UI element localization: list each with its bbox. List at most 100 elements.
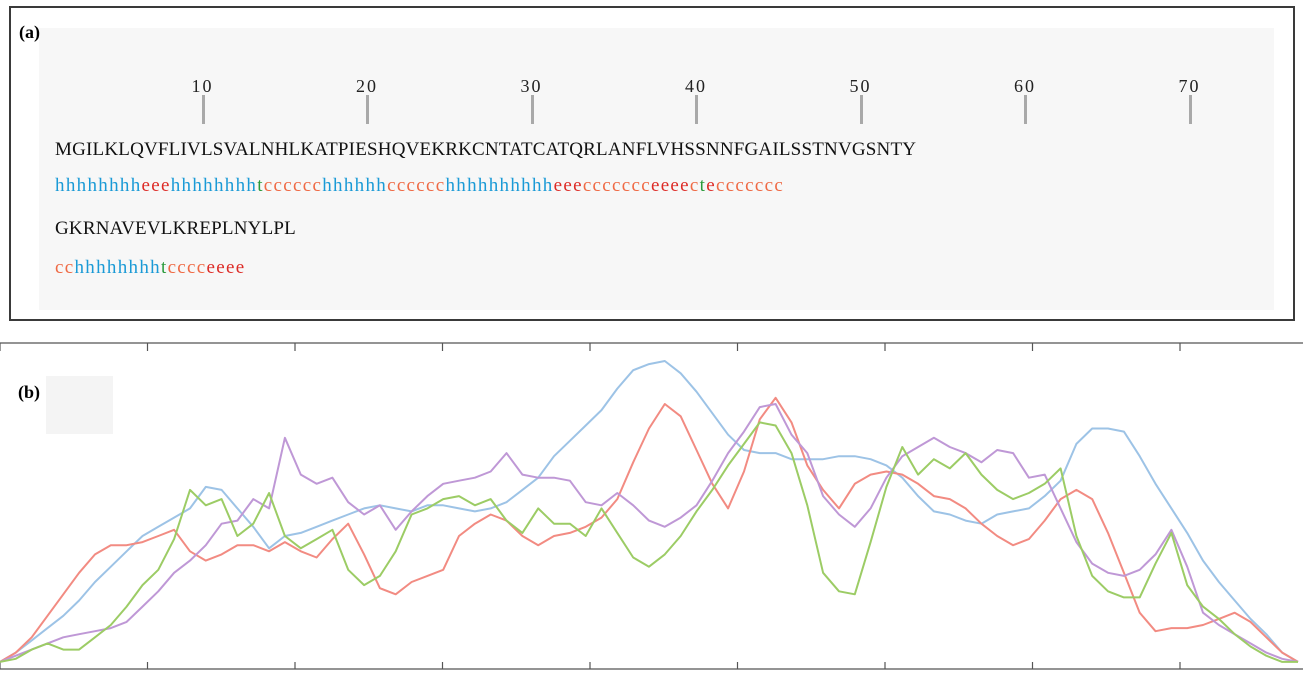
ss-c: c	[612, 175, 622, 196]
ss-e: e	[660, 175, 671, 196]
ss-h: h	[467, 175, 478, 196]
ss-h: h	[456, 175, 468, 196]
series-line-1	[0, 360, 1299, 663]
ss-e: e	[706, 175, 716, 196]
ss-c: c	[177, 257, 188, 278]
ruler-tick	[201, 95, 205, 124]
ss-c: c	[715, 175, 726, 196]
panel-a-background	[39, 28, 1274, 310]
ss-c: c	[187, 257, 197, 278]
ss-h: h	[85, 257, 97, 278]
ss-e: e	[225, 257, 236, 278]
ss-h: h	[109, 175, 120, 196]
ss-h: h	[170, 175, 182, 196]
ss-c: c	[196, 257, 207, 278]
ruler-label: 40	[685, 76, 707, 96]
ss-c: c	[293, 175, 303, 196]
ss-h: h	[499, 175, 511, 196]
ss-h: h	[213, 175, 225, 196]
ss-h: h	[445, 175, 457, 196]
ruler-tick	[1024, 95, 1027, 124]
ss-h: h	[333, 175, 344, 196]
ss-c: c	[64, 257, 75, 278]
ss-h: h	[477, 175, 489, 196]
panel-b-label-backdrop	[46, 376, 113, 434]
ss-c: c	[312, 175, 323, 196]
ss-h: h	[117, 257, 129, 278]
ss-c: c	[406, 175, 417, 196]
ss-e: e	[160, 175, 171, 196]
ss-e: e	[573, 175, 583, 196]
ss-h: h	[139, 257, 151, 278]
profile-plot	[0, 342, 1303, 670]
ss-e: e	[206, 257, 217, 278]
ss-c: c	[302, 175, 313, 196]
ss-h: h	[365, 175, 377, 196]
ss-h: h	[510, 175, 522, 196]
ss-h: h	[106, 257, 118, 278]
ss-c: c	[396, 175, 407, 196]
secondary-structure-line-1: hhhhhhhheeehhhhhhhhtcccccchhhhhhcccccchh…	[55, 175, 784, 197]
ss-t: t	[257, 175, 264, 196]
ss-h: h	[376, 175, 388, 196]
ss-h: h	[87, 175, 99, 196]
ss-c: c	[273, 175, 284, 196]
ss-e: e	[670, 175, 681, 196]
plot-series	[0, 360, 1299, 663]
ss-h: h	[65, 175, 77, 196]
ss-c: c	[387, 175, 397, 196]
ss-h: h	[119, 175, 131, 196]
panel-a-label: (a)	[19, 22, 40, 42]
sequence-line-2: GKRNAVEVLKREPLNYLPL	[55, 218, 296, 239]
ss-h: h	[96, 257, 107, 278]
ss-c: c	[283, 175, 293, 196]
ss-h: h	[74, 257, 86, 278]
ss-h: h	[203, 175, 214, 196]
secondary-structure-line-2: cchhhhhhhhtcccceeee	[55, 257, 245, 279]
ss-c: c	[631, 175, 642, 196]
ss-e: e	[650, 175, 661, 196]
panel-b: (b)	[0, 333, 1303, 672]
ss-e: e	[141, 175, 152, 196]
ss-h: h	[246, 175, 258, 196]
ruler-label: 60	[1014, 76, 1036, 96]
ss-c: c	[774, 175, 785, 196]
ruler-tick	[366, 95, 369, 124]
series-line-2	[0, 396, 1299, 663]
ss-e: e	[680, 175, 690, 196]
ss-c: c	[416, 175, 427, 196]
ss-h: h	[76, 175, 88, 196]
ss-e: e	[216, 257, 226, 278]
ss-c: c	[602, 175, 613, 196]
ss-c: c	[592, 175, 603, 196]
ss-c: c	[641, 175, 651, 196]
ruler-label: 30	[520, 76, 543, 96]
ruler-label: 20	[356, 76, 378, 96]
ruler-tick	[859, 95, 863, 124]
plot-ticks	[0, 343, 1181, 669]
series-line-4	[0, 421, 1298, 663]
ss-h: h	[531, 175, 543, 196]
ss-h: h	[521, 175, 532, 196]
ruler-label: 70	[1178, 76, 1201, 96]
ss-h: h	[488, 175, 500, 196]
ss-t: t	[699, 175, 707, 196]
ss-h: h	[354, 175, 366, 196]
ss-c: c	[435, 175, 446, 196]
sequence-line-1: MGILKLQVFLIVLSVALNHLKATPIESHQVEKRKCNTATC…	[55, 139, 917, 160]
ss-h: h	[150, 257, 161, 278]
ss-e: e	[563, 175, 574, 196]
ss-c: c	[621, 175, 632, 196]
ruler-tick	[695, 95, 698, 124]
ss-e: e	[235, 257, 246, 278]
ss-h: h	[192, 175, 204, 196]
ss-h: h	[98, 175, 110, 196]
ss-h: h	[224, 175, 236, 196]
panel-b-label: (b)	[18, 382, 40, 402]
ss-c: c	[167, 257, 178, 278]
series-line-3	[0, 403, 1299, 663]
ss-h: h	[322, 175, 334, 196]
ruler-label: 10	[191, 76, 214, 96]
ss-h: h	[55, 175, 66, 196]
ruler-tick	[530, 95, 534, 124]
